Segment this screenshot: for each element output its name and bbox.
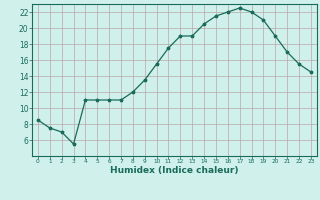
- X-axis label: Humidex (Indice chaleur): Humidex (Indice chaleur): [110, 166, 239, 175]
